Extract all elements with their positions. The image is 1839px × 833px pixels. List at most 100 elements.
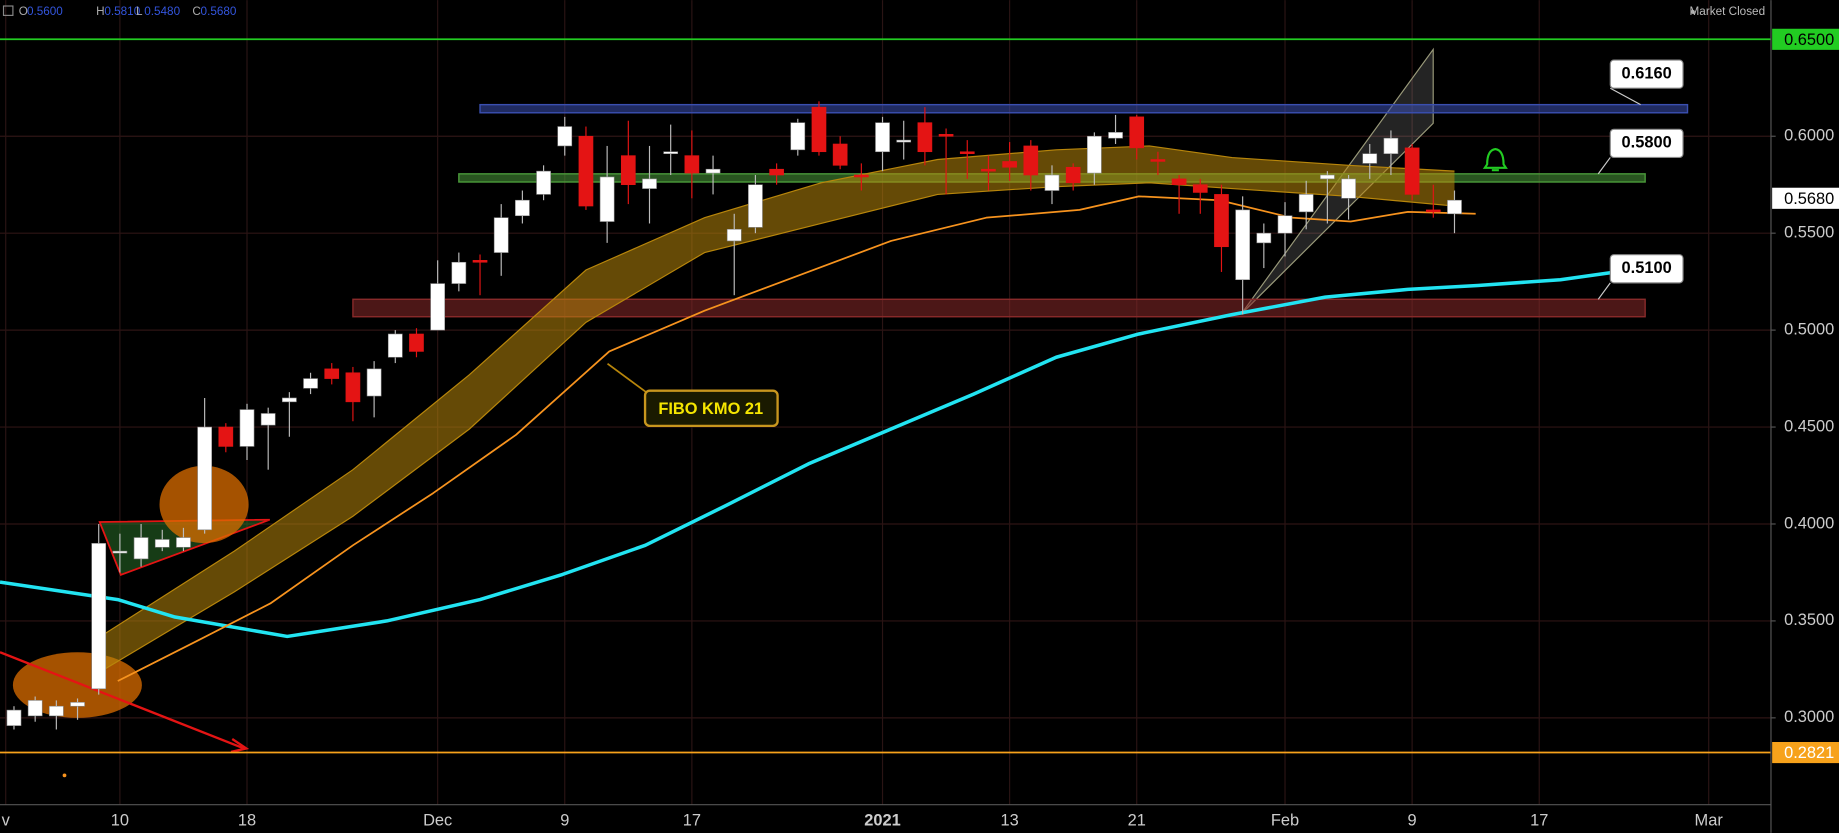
candle-body [133, 537, 149, 560]
y-tick-label: 0.4000 [1784, 514, 1834, 532]
candle-body [705, 168, 721, 174]
zone-callout [1609, 128, 1684, 159]
candle-body [70, 702, 85, 707]
candle-body [1362, 153, 1378, 164]
ohlc-value: 0.5810 [104, 5, 140, 18]
candle-body [726, 229, 742, 242]
level-label: 0.2821 [1784, 744, 1834, 762]
candle-body [790, 122, 806, 151]
candle-body [1087, 135, 1102, 174]
candle-body [811, 106, 827, 153]
candle-body [303, 378, 318, 389]
candle-body [91, 543, 107, 690]
candle-body [1023, 145, 1039, 176]
ohlc-name: H [96, 5, 104, 18]
y-tick-label: 0.5000 [1784, 320, 1834, 338]
trend-arrow [0, 651, 245, 750]
candle-body [112, 550, 128, 554]
alert-bell [1482, 148, 1508, 172]
zone-pointer [1597, 282, 1611, 300]
callout-pointer [607, 363, 648, 394]
candle-body [1298, 194, 1314, 213]
candle-body [854, 174, 869, 178]
y-tick-label: 0.6000 [1784, 127, 1834, 145]
y-tick-label: 0.3500 [1784, 611, 1834, 629]
candle-body [1192, 184, 1208, 193]
candle-body [282, 397, 297, 403]
candle-body [49, 705, 64, 717]
candle-body [197, 426, 212, 531]
candle-body [218, 426, 234, 447]
candle-body [366, 368, 382, 397]
x-tick-label: v [2, 811, 11, 829]
zone-label: 0.6160 [1622, 64, 1672, 82]
candle-body [1108, 132, 1123, 139]
x-tick-label: Dec [423, 811, 452, 829]
candle-body [832, 143, 848, 166]
candle-body [493, 217, 509, 253]
candle-body [938, 134, 954, 137]
x-tick-label: 17 [1530, 811, 1548, 829]
candle-body [1425, 209, 1441, 213]
candle-body [515, 199, 530, 217]
candle-body [324, 368, 340, 379]
zone-label: 0.5100 [1622, 259, 1672, 277]
ribbon-lower [94, 182, 1455, 676]
candle-body [917, 122, 933, 153]
zone-label: 0.5800 [1622, 134, 1672, 152]
x-tick-label: 21 [1128, 811, 1146, 829]
candle-body [176, 537, 191, 548]
zone [479, 103, 1689, 114]
ribbon-upper [94, 145, 1455, 641]
candles [6, 101, 1462, 730]
candle-body [1383, 137, 1399, 154]
candle-body [472, 260, 488, 263]
market-status: Market Closed [1690, 5, 1766, 18]
level-badge [1772, 742, 1839, 764]
candle-body [769, 168, 784, 176]
candle-body [1150, 159, 1166, 162]
moving-average [0, 266, 1644, 639]
x-tick-label: 9 [1408, 811, 1417, 829]
candle-body [1256, 232, 1272, 244]
candle-body [1235, 209, 1250, 280]
status-dot: ● [1690, 6, 1696, 16]
candle-body [1341, 178, 1356, 199]
candle-body [154, 539, 170, 548]
highlight-ellipse [12, 652, 142, 718]
candle-body [1320, 174, 1335, 180]
candle-body [959, 151, 975, 154]
candle-body [642, 178, 657, 189]
candle-body [345, 372, 361, 403]
y-tick-label: 0.5500 [1784, 224, 1834, 242]
ohlc-name: L [136, 5, 143, 18]
ohlc-value: 0.5480 [144, 5, 180, 18]
annotation: FIBO KMO 21 0.6160 0.5800 0.5100 [607, 59, 1684, 428]
x-tick-label: 17 [683, 811, 701, 829]
candle-body [599, 176, 615, 222]
candle-body [1277, 215, 1293, 234]
candle-body [387, 333, 403, 358]
y-tick-label: 0.4500 [1784, 417, 1834, 435]
candle-body [1171, 178, 1187, 186]
x-tick-label: 18 [238, 811, 256, 829]
callout-text: FIBO KMO 21 [658, 400, 763, 418]
zone-pointer [1597, 157, 1611, 175]
candle-body [260, 413, 276, 426]
level-badge [1772, 187, 1839, 209]
candle-body [1214, 194, 1229, 248]
x-tick-label: 2021 [864, 811, 901, 829]
candle-body [981, 168, 996, 172]
candle-body [536, 170, 551, 195]
axes: 0.3000 0.3500 0.4000 0.4500 0.5000 0.5500 0.60… [2, 28, 1839, 829]
candle-body [1044, 174, 1060, 191]
x-tick-label: 9 [560, 811, 569, 829]
candle-body [875, 122, 890, 153]
dot [62, 773, 67, 778]
x-tick-label: Feb [1271, 811, 1299, 829]
candle-body [663, 151, 679, 154]
moving-average [117, 195, 1476, 682]
candle-body [6, 709, 22, 726]
candle-body [451, 261, 467, 284]
